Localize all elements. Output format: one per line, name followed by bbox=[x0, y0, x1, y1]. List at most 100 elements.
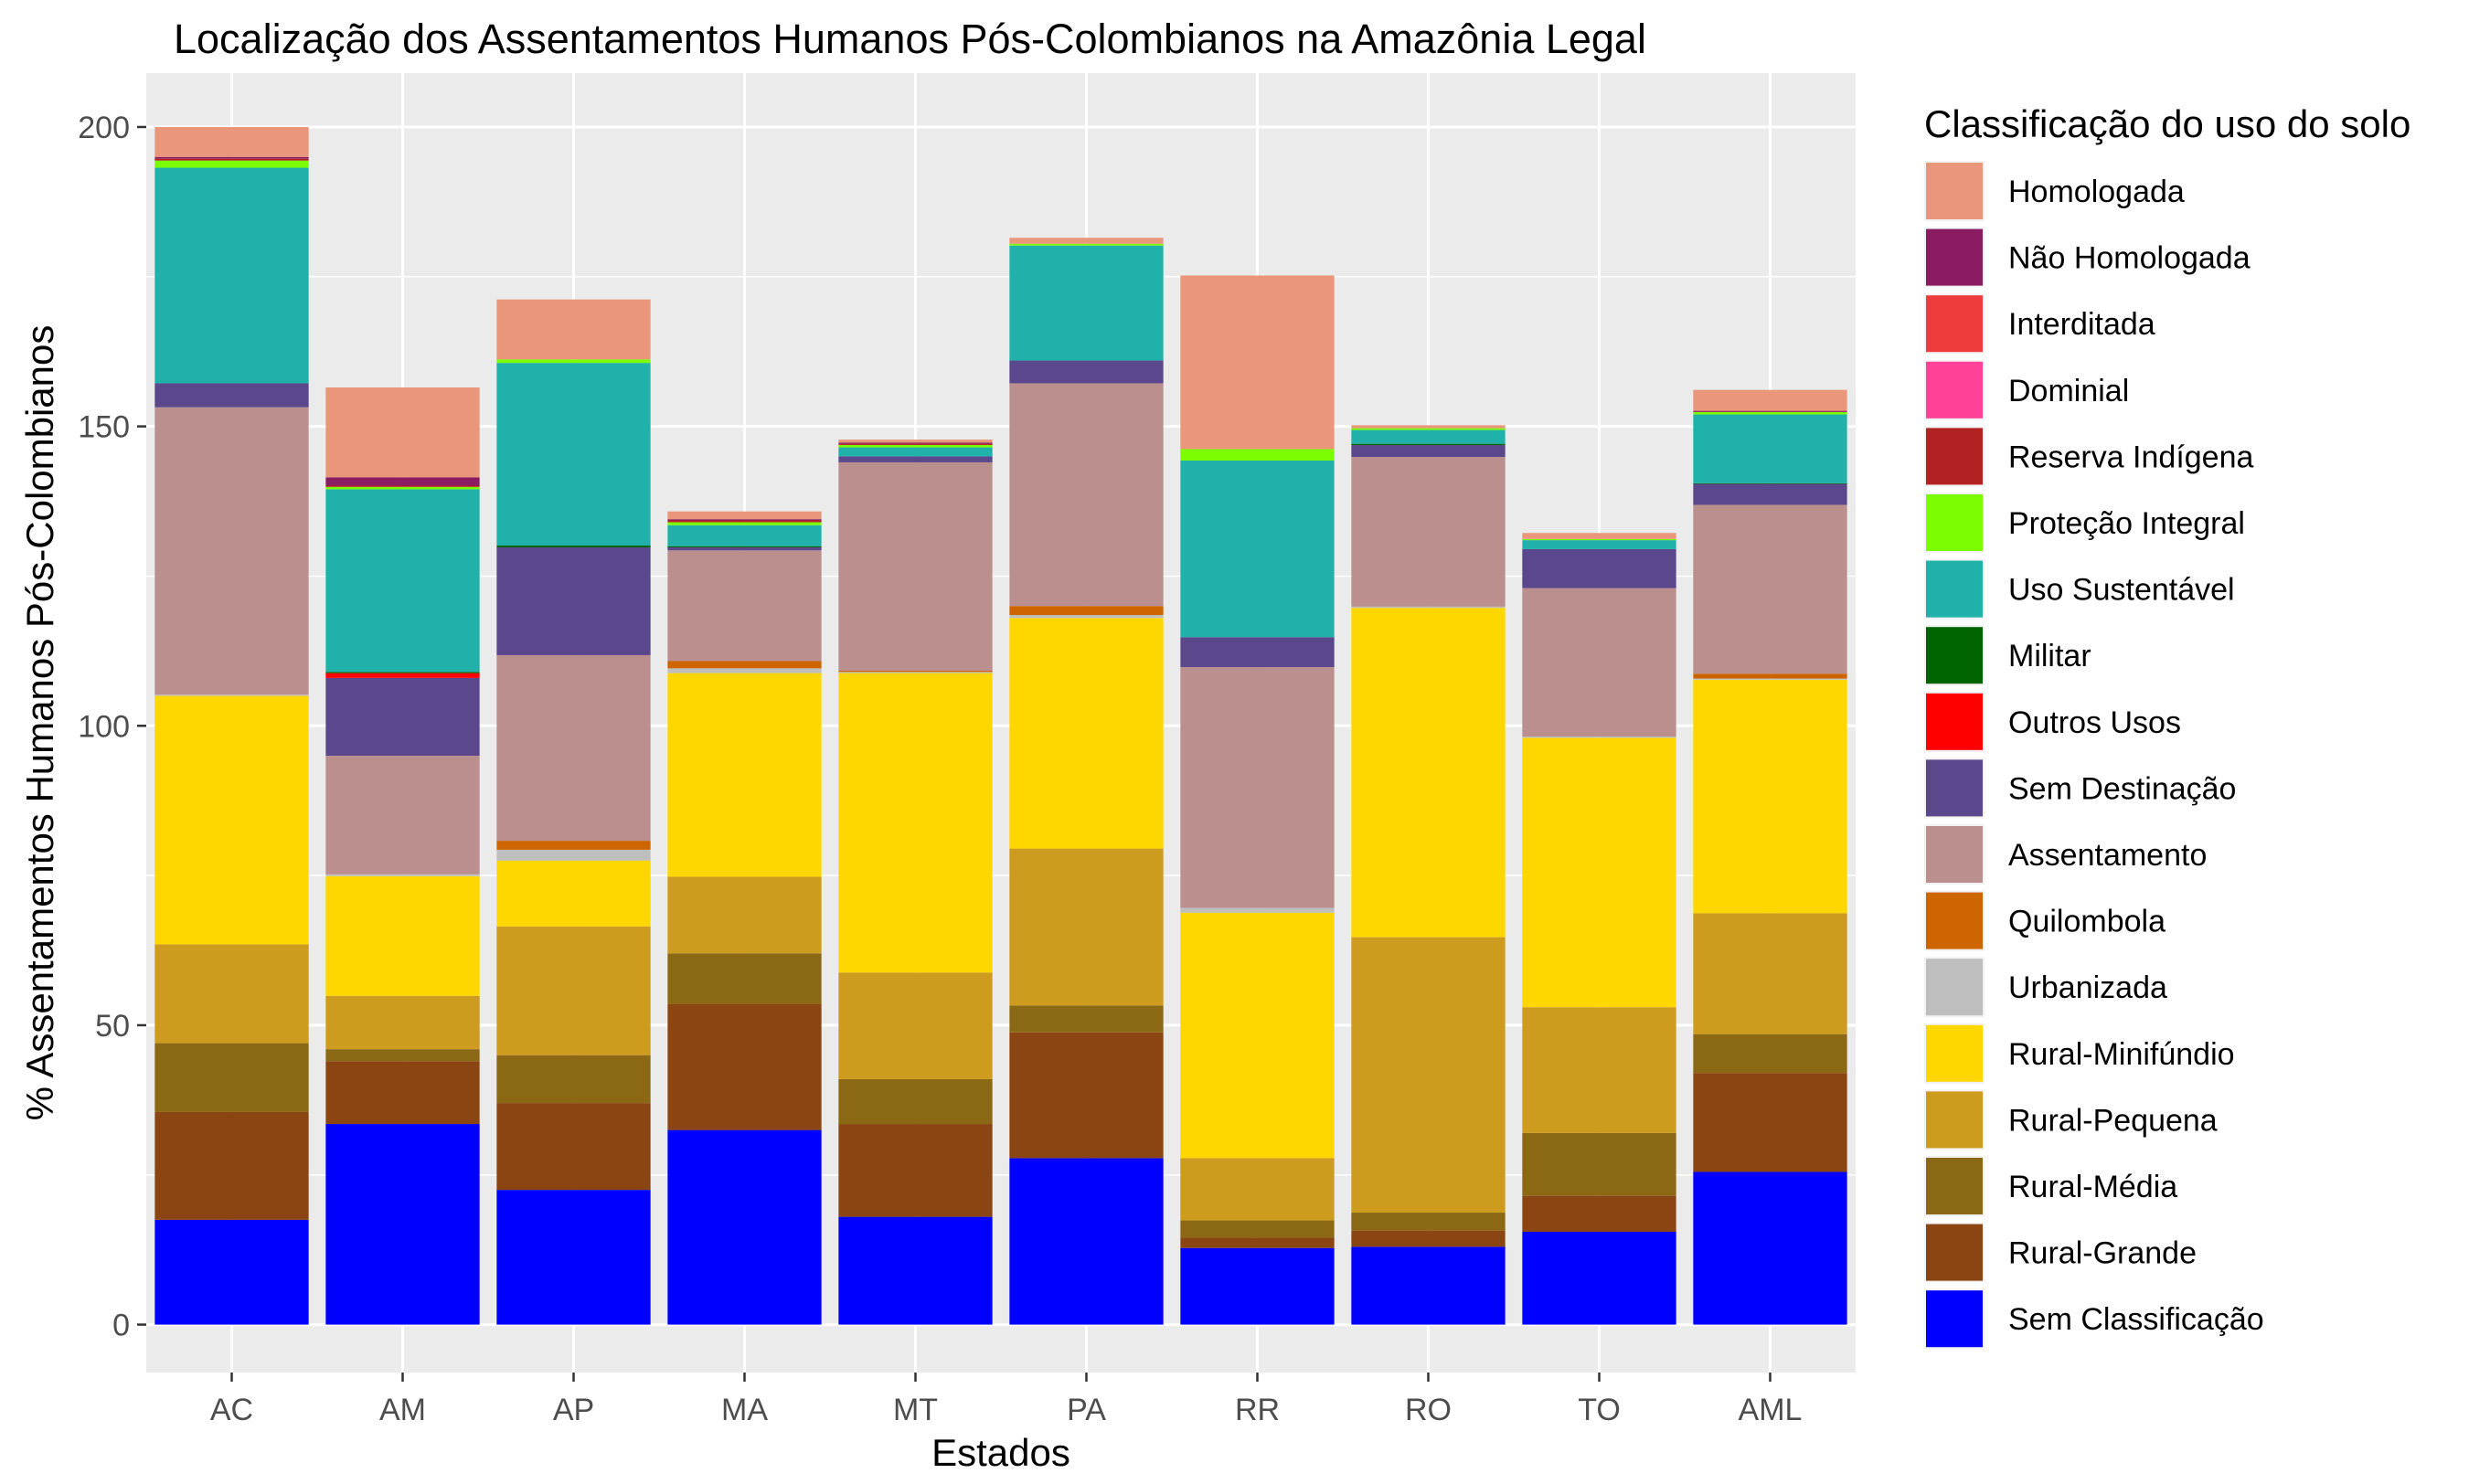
legend-label: Quilombola bbox=[2008, 905, 2165, 939]
bar-segment bbox=[667, 668, 822, 673]
bar-segment bbox=[1693, 389, 1847, 411]
x-tick-label: TO bbox=[1578, 1393, 1621, 1427]
bar-segment bbox=[496, 841, 651, 850]
bar-segment bbox=[1522, 533, 1676, 539]
bar-segment bbox=[1351, 457, 1506, 607]
bar-segment bbox=[496, 849, 651, 861]
bar-segment bbox=[1351, 1246, 1506, 1325]
bar-segment bbox=[325, 672, 480, 673]
y-axis: 0 50 100 150 200 bbox=[78, 111, 146, 1343]
bar-segment bbox=[1351, 606, 1506, 609]
bar-segment bbox=[154, 695, 309, 945]
bar-segment bbox=[1522, 538, 1676, 541]
legend-label: Urbanizada bbox=[2008, 970, 2167, 1005]
bar-segment bbox=[667, 546, 822, 547]
bar-segment bbox=[154, 156, 309, 159]
bar-segment bbox=[1351, 608, 1506, 938]
legend-key bbox=[1926, 228, 1983, 286]
bar-segment bbox=[496, 299, 651, 360]
bar-segment bbox=[1180, 912, 1335, 1159]
bar-segment bbox=[496, 654, 651, 842]
bar-segment bbox=[1009, 618, 1164, 849]
legend-key bbox=[1926, 1224, 1983, 1281]
legend-label: Homologada bbox=[2008, 175, 2185, 209]
bar-segment bbox=[838, 444, 993, 448]
x-tick-label: RO bbox=[1405, 1393, 1452, 1427]
bar-segment bbox=[325, 756, 480, 874]
bar-segment bbox=[838, 1124, 993, 1217]
bar-segment bbox=[1351, 1213, 1506, 1231]
bar-segment bbox=[1180, 1220, 1335, 1238]
bar-segment bbox=[154, 1219, 309, 1325]
legend-key bbox=[1926, 560, 1983, 618]
legend-title: Classificação do uso do solo bbox=[1924, 102, 2410, 145]
legend-label: Sem Destinação bbox=[2008, 771, 2236, 806]
stacked-bars bbox=[154, 126, 1847, 1325]
legend-label: Outros Usos bbox=[2008, 705, 2181, 740]
bar-segment bbox=[496, 860, 651, 927]
bar-segment bbox=[667, 876, 822, 954]
bar-segment bbox=[1693, 482, 1847, 484]
x-axis-title: Estados bbox=[931, 1431, 1070, 1474]
bar-segment bbox=[667, 511, 822, 520]
bar-segment bbox=[325, 673, 480, 678]
bar-segment bbox=[838, 672, 993, 673]
bar-segment bbox=[838, 456, 993, 462]
legend-label: Rural-Grande bbox=[2008, 1236, 2197, 1271]
legend-label: Sem Classificação bbox=[2008, 1302, 2264, 1337]
x-tick-label: AP bbox=[553, 1393, 594, 1427]
bar-segment bbox=[1009, 383, 1164, 607]
y-tick-label: 50 bbox=[95, 1009, 130, 1044]
bar-segment bbox=[1009, 1005, 1164, 1033]
bar-segment bbox=[1693, 679, 1847, 914]
legend-key bbox=[1926, 892, 1983, 949]
bar-segment bbox=[496, 1055, 651, 1104]
legend-label: Rural-Pequena bbox=[2008, 1103, 2218, 1138]
legend-label: Interditada bbox=[2008, 307, 2155, 342]
bar-segment bbox=[325, 477, 480, 486]
legend-key bbox=[1926, 1290, 1983, 1348]
bar-segment bbox=[1009, 360, 1164, 384]
legend-label: Rural-Média bbox=[2008, 1170, 2177, 1204]
bar-segment bbox=[1180, 275, 1335, 450]
legend-label: Proteção Integral bbox=[2008, 506, 2245, 541]
legend-label: Uso Sustentável bbox=[2008, 573, 2235, 608]
bar-segment bbox=[1180, 1247, 1335, 1325]
bar-segment bbox=[1180, 667, 1335, 908]
bar-segment bbox=[1522, 548, 1676, 588]
bar-segment bbox=[154, 160, 309, 168]
bar-segment bbox=[1693, 1034, 1847, 1074]
bar-segment bbox=[838, 440, 993, 443]
bar-segment bbox=[154, 126, 309, 157]
bar-segment bbox=[1009, 615, 1164, 619]
bar-segment bbox=[667, 546, 822, 551]
bar-segment bbox=[1522, 588, 1676, 737]
legend-label: Militar bbox=[2008, 639, 2091, 673]
bar-segment bbox=[154, 167, 309, 384]
bar-segment bbox=[1693, 410, 1847, 412]
bar-segment bbox=[1351, 428, 1506, 430]
bar-segment bbox=[154, 944, 309, 1044]
bar-segment bbox=[325, 489, 480, 673]
bar-segment bbox=[667, 525, 822, 546]
legend-label: Não Homologada bbox=[2008, 241, 2251, 276]
bar-segment bbox=[667, 1003, 822, 1130]
bar-segment bbox=[1351, 425, 1506, 429]
bar-segment bbox=[838, 442, 993, 444]
bar-segment bbox=[496, 546, 651, 655]
bar-segment bbox=[1351, 429, 1506, 444]
bar-segment bbox=[1351, 1230, 1506, 1247]
bar-segment bbox=[1009, 245, 1164, 361]
bar-segment bbox=[1522, 540, 1676, 549]
bar-segment bbox=[496, 546, 651, 547]
bar-segment bbox=[838, 1078, 993, 1125]
bar-segment bbox=[838, 447, 993, 457]
y-tick-label: 100 bbox=[78, 709, 130, 744]
bar-segment bbox=[838, 972, 993, 1079]
bar-segment bbox=[325, 387, 480, 478]
y-tick-label: 200 bbox=[78, 111, 130, 145]
bar-segment bbox=[667, 520, 822, 523]
bar-segment bbox=[1693, 673, 1847, 679]
x-tick-label: AML bbox=[1739, 1393, 1803, 1427]
